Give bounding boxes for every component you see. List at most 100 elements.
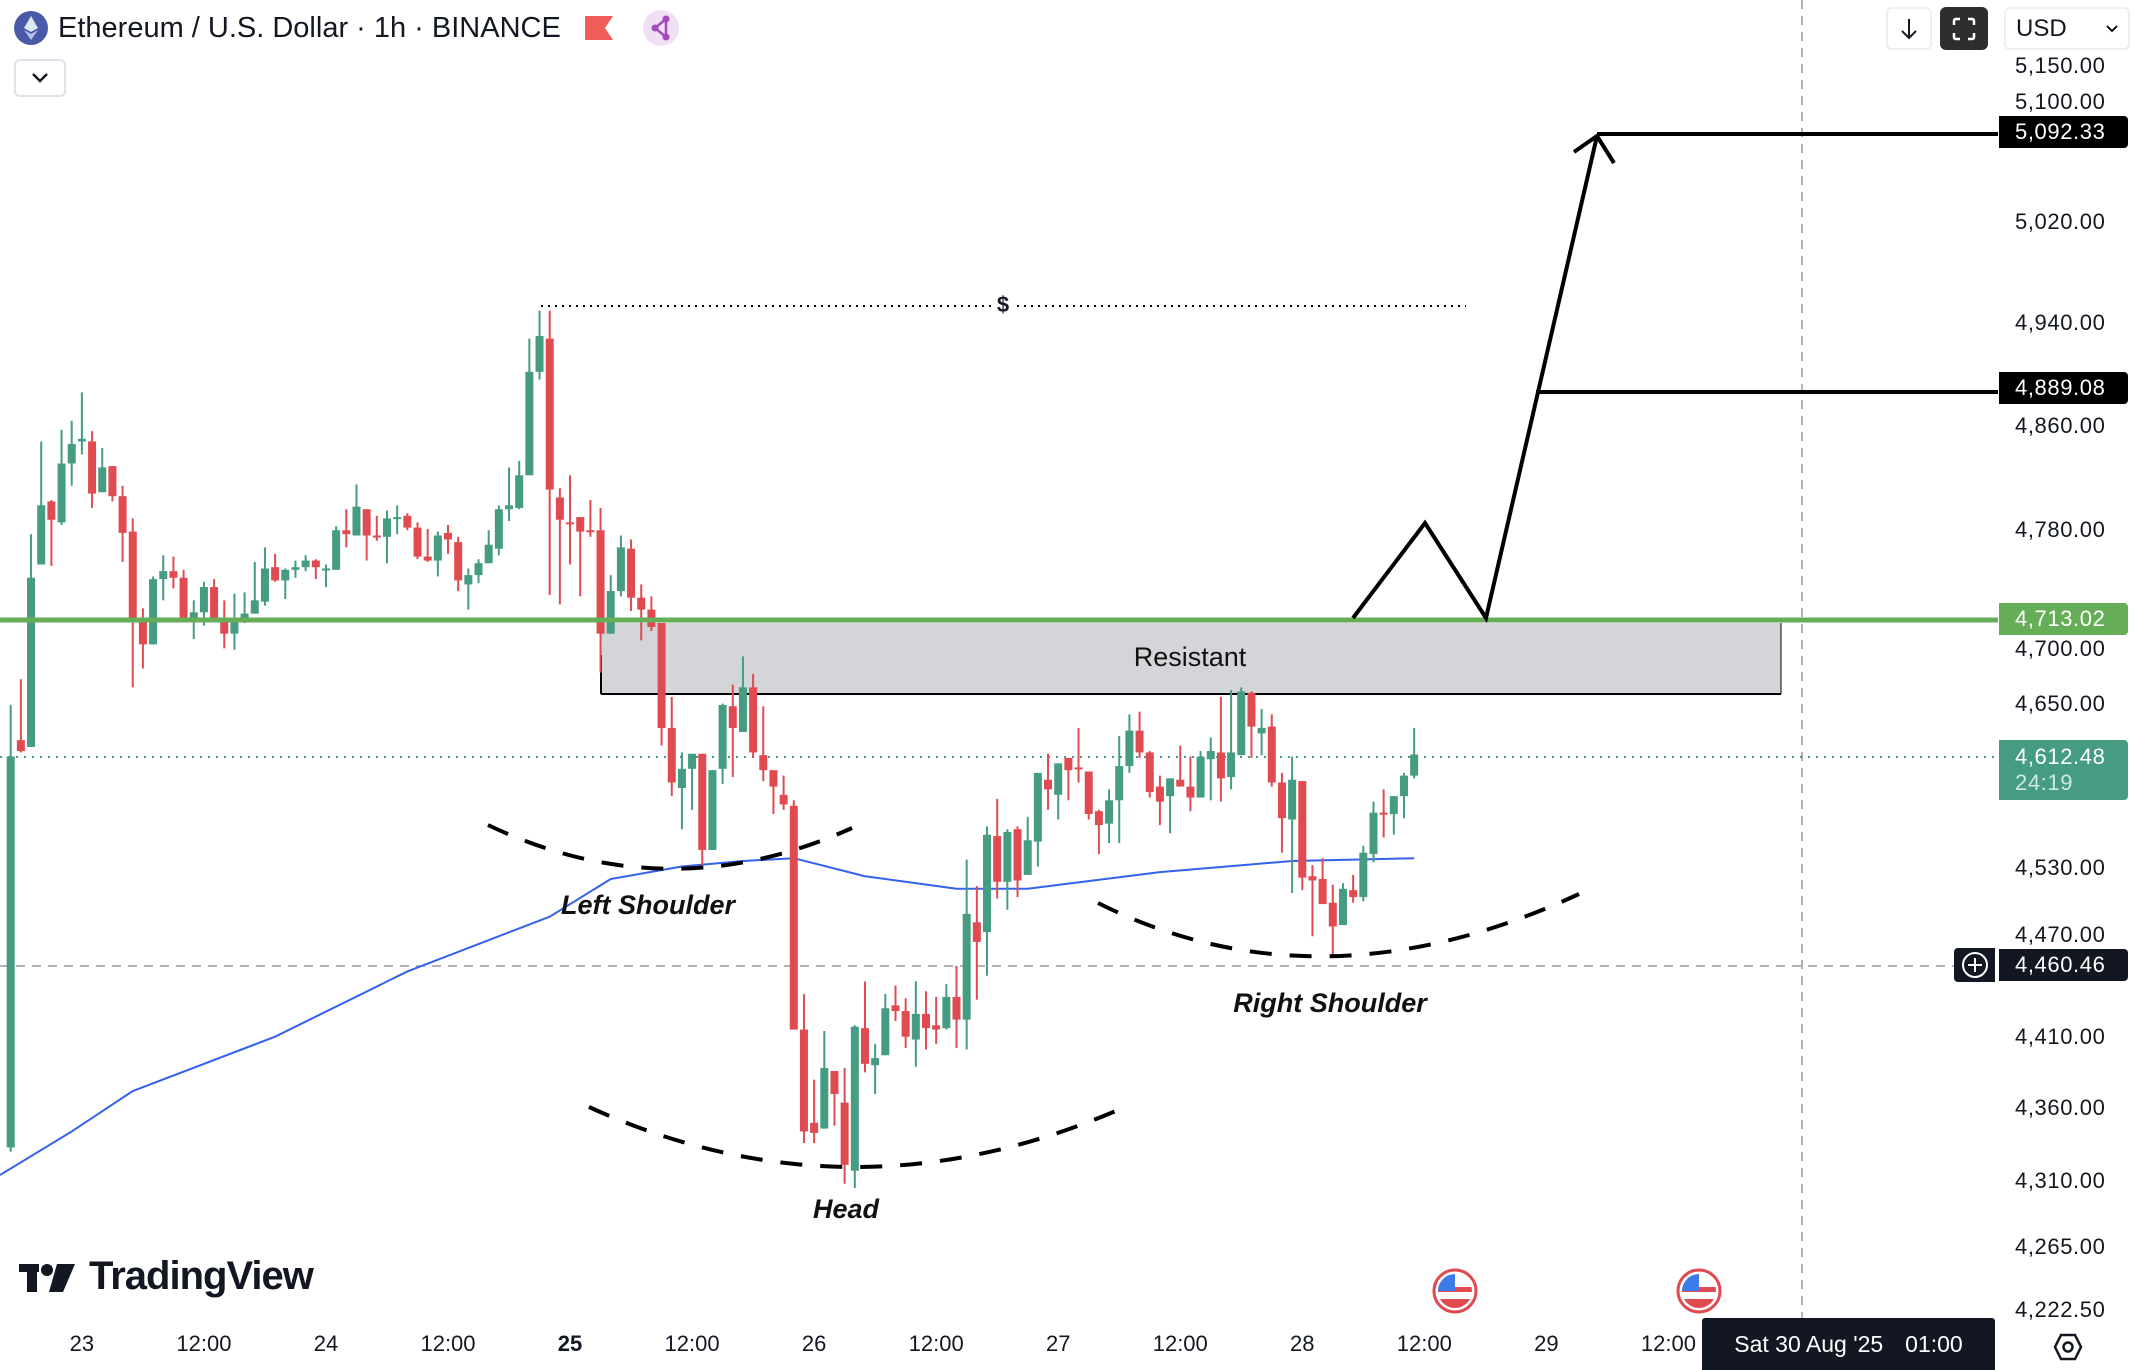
candle — [1064, 757, 1073, 801]
currency-value: USD — [2016, 14, 2067, 42]
fullscreen-button[interactable] — [1940, 7, 1988, 50]
candle — [1298, 781, 1307, 891]
candle — [1094, 809, 1103, 855]
candle — [47, 500, 56, 566]
candle-body — [1033, 772, 1042, 842]
left-shoulder-arc[interactable] — [487, 823, 853, 871]
candle — [1399, 772, 1408, 819]
candle-body — [1115, 766, 1124, 801]
candle — [1318, 858, 1327, 905]
candle — [566, 475, 575, 565]
candle-body — [1379, 812, 1388, 815]
candle — [616, 535, 625, 597]
candle — [67, 420, 76, 486]
price-tick: 4,410.00 — [2015, 1023, 2106, 1049]
time-tick: 12:00 — [1640, 1331, 1696, 1356]
candle — [169, 556, 178, 589]
candle-body — [637, 597, 646, 610]
candle — [1013, 826, 1022, 898]
head-label: Head — [812, 1194, 880, 1224]
candle — [983, 826, 992, 976]
candle-body — [1013, 829, 1022, 881]
candle-body — [1267, 726, 1276, 783]
candle-body — [454, 542, 463, 581]
us-flag-event-icon[interactable] — [1676, 1268, 1722, 1314]
time-tick: 12:00 — [908, 1331, 964, 1356]
candle — [464, 568, 473, 610]
candle-body — [728, 706, 737, 728]
candle-body — [1389, 796, 1398, 815]
price-tick: 4,360.00 — [2015, 1095, 2106, 1121]
candle-body — [1328, 902, 1337, 927]
candle-body — [88, 441, 97, 494]
add-alert-button[interactable] — [1954, 948, 1995, 983]
candle — [596, 507, 605, 673]
resistance-zone[interactable] — [601, 623, 1781, 694]
candle-body — [464, 575, 473, 585]
candle-body — [271, 567, 280, 581]
candle — [128, 518, 137, 688]
candle — [647, 596, 656, 631]
candle — [210, 579, 219, 622]
candle-body — [169, 571, 178, 578]
crosshair-time-label: Sat 30 Aug '25 01:00 — [1702, 1318, 1995, 1370]
symbol-title[interactable]: Ethereum / U.S. Dollar · 1h · BINANCE — [58, 11, 561, 44]
candle-body — [1064, 757, 1073, 771]
arrow-down-icon — [1901, 18, 1917, 39]
candle — [993, 798, 1002, 899]
candle-body — [789, 805, 798, 1030]
candle — [291, 560, 300, 578]
candle — [37, 441, 46, 565]
candle — [1308, 865, 1317, 937]
candle-body — [922, 1013, 930, 1029]
candle — [250, 561, 259, 614]
candle-body — [250, 600, 259, 614]
candle — [1125, 714, 1134, 773]
candle-body — [799, 1029, 808, 1132]
candle-body — [810, 1122, 819, 1133]
candle-body — [342, 530, 351, 535]
candle-body — [1298, 781, 1307, 878]
price-tick: 4,650.00 — [2015, 690, 2106, 716]
candle-body — [1003, 831, 1012, 882]
candle — [138, 608, 147, 669]
symbol-header[interactable]: Ethereum / U.S. Dollar · 1h · BINANCE — [14, 8, 679, 48]
candle-body — [57, 463, 66, 523]
candle — [1054, 763, 1063, 820]
candle-body — [993, 836, 1002, 882]
candle — [352, 484, 361, 536]
projection-path[interactable] — [1351, 135, 1599, 624]
us-flag-event-icon[interactable] — [1432, 1268, 1478, 1314]
tradingview-logo[interactable]: TradingView — [19, 1254, 314, 1299]
candle-body — [698, 753, 707, 850]
candle — [830, 1070, 839, 1126]
settings-icon — [2053, 1333, 2083, 1361]
time-tick: 29 — [1534, 1331, 1559, 1356]
candle-body — [240, 613, 249, 618]
candle-body — [413, 527, 422, 557]
candle-body — [372, 535, 381, 538]
candle-body — [1399, 775, 1408, 797]
chart-settings-button[interactable] — [2053, 1332, 2083, 1367]
candle-body — [932, 1025, 941, 1030]
candle — [677, 752, 686, 830]
candle — [789, 800, 798, 1030]
candle — [423, 528, 432, 562]
collapse-legend-button[interactable] — [14, 59, 66, 97]
candle — [942, 984, 951, 1030]
candle — [708, 770, 717, 850]
candle — [1196, 751, 1205, 798]
red-flag-icon[interactable] — [584, 16, 613, 40]
candle-body — [616, 547, 625, 592]
candle — [1257, 708, 1266, 756]
time-tick: 23 — [69, 1331, 95, 1356]
candle-body — [1196, 756, 1205, 798]
currency-select[interactable]: USD — [2004, 7, 2130, 50]
scroll-to-latest-button[interactable] — [1886, 7, 1932, 50]
candle-body — [321, 568, 330, 571]
candle — [260, 547, 269, 606]
candle-body — [1237, 691, 1246, 756]
share-nodes-icon[interactable] — [642, 10, 679, 46]
right-shoulder-arc[interactable] — [1097, 892, 1580, 959]
